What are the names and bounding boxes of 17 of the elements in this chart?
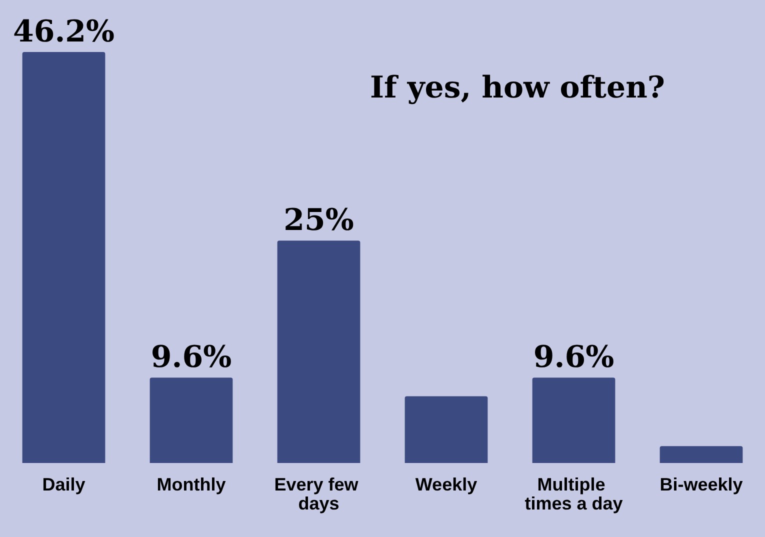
bar — [150, 378, 233, 463]
x-tick-label: Bi-weekly — [660, 474, 743, 494]
bar — [660, 446, 743, 463]
x-tick-label: Every few days — [274, 474, 364, 514]
data-label: 46.2% — [12, 14, 115, 50]
x-tick-label: Weekly — [415, 474, 478, 494]
data-label: 9.6% — [533, 340, 614, 376]
bar — [404, 396, 488, 463]
text: If yes, how often? — [370, 70, 666, 106]
x-tick-label: Daily — [42, 474, 86, 494]
bar — [277, 240, 360, 463]
data-label: 9.6% — [150, 340, 232, 376]
bar — [22, 52, 106, 463]
bar — [532, 378, 616, 463]
x-tick-label: Multiple times a day — [524, 474, 623, 514]
x-tick-label: Monthly — [156, 474, 226, 494]
data-label: 25% — [284, 203, 354, 238]
